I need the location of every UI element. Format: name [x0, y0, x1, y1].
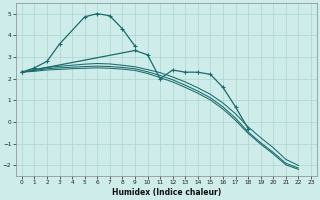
X-axis label: Humidex (Indice chaleur): Humidex (Indice chaleur): [112, 188, 221, 197]
